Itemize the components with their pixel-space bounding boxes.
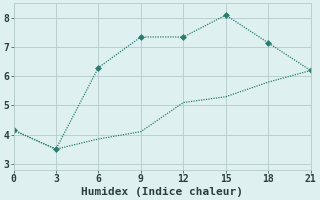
X-axis label: Humidex (Indice chaleur): Humidex (Indice chaleur) (81, 186, 243, 197)
